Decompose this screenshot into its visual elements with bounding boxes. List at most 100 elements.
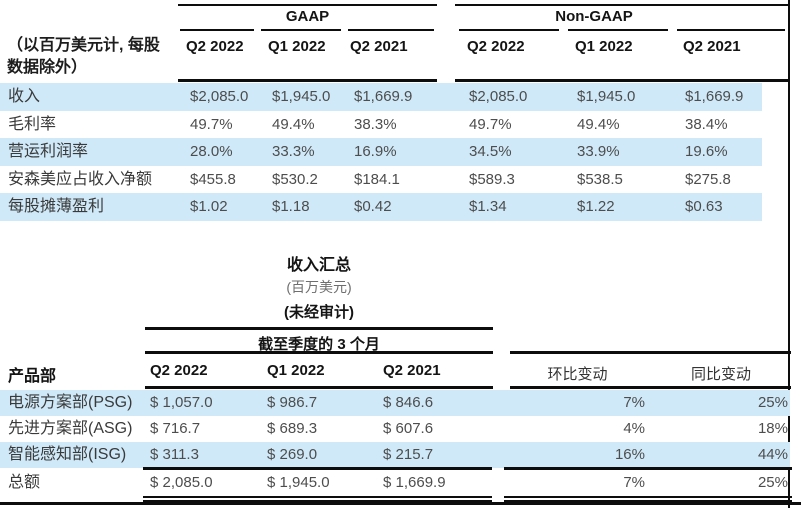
summary-units: (百万美元)	[286, 279, 352, 295]
row-label: 安森美应占收入净额	[8, 171, 153, 188]
cell: $2,085.0	[469, 88, 528, 105]
qoq-cell: 4%	[623, 420, 645, 437]
t2-header-rule	[145, 386, 493, 389]
t2-col-q2-2022: Q2 2022	[150, 362, 208, 379]
t2-col-qoq: 环比变动	[547, 366, 608, 383]
t1-underline-seg	[180, 29, 254, 31]
t2-change-top-rule	[510, 351, 791, 354]
cell: $ 846.6	[383, 394, 434, 411]
cell: $1,669.9	[685, 88, 744, 105]
row-label: 毛利率	[8, 116, 57, 133]
t1-top-rule-gaap	[178, 4, 437, 6]
qoq-cell: 16%	[614, 446, 645, 463]
t2-header-rule	[510, 386, 791, 389]
cell: $ 269.0	[267, 446, 318, 463]
t1-col-ngaap-q2-2022: Q2 2022	[467, 38, 525, 55]
cell: $1,945.0	[577, 88, 636, 105]
cell: $1.02	[190, 198, 228, 215]
table-row: 电源方案部(PSG) $ 1,057.0 $ 986.7 $ 846.6 7% …	[0, 390, 790, 416]
table-row: 先进方案部(ASG) $ 716.7 $ 689.3 $ 607.6 4% 18…	[0, 416, 790, 442]
cell: $530.2	[272, 171, 318, 188]
page-bottom-border	[0, 502, 801, 505]
cell: 49.7%	[190, 116, 233, 133]
cell: 19.6%	[685, 143, 728, 160]
row-label: 总额	[8, 474, 41, 491]
t1-header-rule	[178, 79, 437, 82]
t2-row-header: 产品部	[8, 368, 57, 385]
t2-col-q2-2021: Q2 2021	[383, 362, 441, 379]
t1-underline-seg	[261, 29, 341, 31]
t2-total-top-rule	[504, 467, 792, 470]
cell: $1.18	[272, 198, 310, 215]
t1-group-nongaap: Non-GAAP	[555, 8, 633, 25]
cell: $538.5	[577, 171, 623, 188]
page-right-border	[788, 0, 790, 508]
t1-col-ngaap-q2-2021: Q2 2021	[683, 38, 741, 55]
cell: $ 2,085.0	[150, 474, 213, 491]
row-label: 智能感知部(ISG)	[8, 446, 127, 463]
t2-total-double-rule	[504, 496, 792, 498]
cell: $1.22	[577, 198, 615, 215]
table-row: 营运利润率 28.0% 33.3% 16.9% 34.5% 33.9% 19.6…	[0, 138, 762, 166]
cell: $ 311.3	[150, 446, 199, 463]
total-row: 总额 $ 2,085.0 $ 1,945.0 $ 1,669.9 7% 25%	[0, 470, 790, 496]
cell: $ 1,669.9	[383, 474, 446, 491]
qoq-cell: 7%	[623, 394, 645, 411]
cell: $ 986.7	[267, 394, 318, 411]
row-label: 每股摊薄盈利	[8, 198, 105, 215]
yoy-cell: 44%	[757, 446, 788, 463]
cell: $455.8	[190, 171, 236, 188]
cell: 33.3%	[272, 143, 315, 160]
t1-col-gaap-q2-2021: Q2 2021	[350, 38, 408, 55]
cell: 34.5%	[469, 143, 512, 160]
qoq-cell: 7%	[623, 474, 645, 491]
cell: $589.3	[469, 171, 515, 188]
table-row: 安森美应占收入净额 $455.8 $530.2 $184.1 $589.3 $5…	[0, 166, 762, 193]
cell: $0.42	[354, 198, 392, 215]
table-row: 智能感知部(ISG) $ 311.3 $ 269.0 $ 215.7 16% 4…	[0, 442, 790, 468]
cell: $1,669.9	[354, 88, 413, 105]
yoy-cell: 18%	[757, 420, 788, 437]
cell: $ 716.7	[150, 420, 201, 437]
summary-title: 收入汇总	[286, 257, 351, 274]
table-row: 收入 $2,085.0 $1,945.0 $1,669.9 $2,085.0 $…	[0, 83, 762, 111]
cell: $1,945.0	[272, 88, 331, 105]
cell: $ 1,945.0	[267, 474, 330, 491]
t2-period-bottom-rule	[145, 351, 493, 354]
t2-period-header: 截至季度的 3 个月	[258, 336, 380, 353]
t2-total-double-rule	[143, 496, 492, 498]
row-label: 营运利润率	[8, 143, 89, 160]
cell: 33.9%	[577, 143, 620, 160]
t1-units-note: （以百万美元计, 每股数据除外）	[7, 37, 160, 76]
t1-underline-seg	[677, 29, 785, 31]
summary-unaudited: (未经审计)	[284, 304, 354, 321]
t1-col-gaap-q2-2022: Q2 2022	[186, 38, 244, 55]
t2-total-double-rule	[143, 500, 492, 502]
yoy-cell: 25%	[757, 474, 788, 491]
cell: 28.0%	[190, 143, 233, 160]
t2-total-double-rule	[504, 500, 792, 502]
cell: $ 607.6	[383, 420, 434, 437]
row-label: 收入	[8, 88, 41, 105]
t2-col-yoy: 同比变动	[690, 366, 751, 383]
row-label: 先进方案部(ASG)	[8, 420, 133, 437]
cell: $ 689.3	[267, 420, 318, 437]
t1-underline-seg	[459, 29, 559, 31]
t1-col-gaap-q1-2022: Q1 2022	[268, 38, 326, 55]
cell: 49.7%	[469, 116, 512, 133]
t1-underline-seg	[568, 29, 668, 31]
t1-top-rule-nongaap	[455, 4, 788, 6]
cell: 38.3%	[354, 116, 397, 133]
row-label: 电源方案部(PSG)	[8, 394, 133, 411]
cell: $ 215.7	[383, 446, 434, 463]
t1-group-gaap: GAAP	[285, 8, 330, 25]
t2-col-q1-2022: Q1 2022	[267, 362, 325, 379]
cell: $0.63	[685, 198, 723, 215]
cell: $184.1	[354, 171, 400, 188]
cell: 49.4%	[577, 116, 620, 133]
table-row: 毛利率 49.7% 49.4% 38.3% 49.7% 49.4% 38.4%	[0, 111, 762, 138]
table-row: 每股摊薄盈利 $1.02 $1.18 $0.42 $1.34 $1.22 $0.…	[0, 193, 762, 221]
cell: $275.8	[685, 171, 731, 188]
t1-col-ngaap-q1-2022: Q1 2022	[575, 38, 633, 55]
